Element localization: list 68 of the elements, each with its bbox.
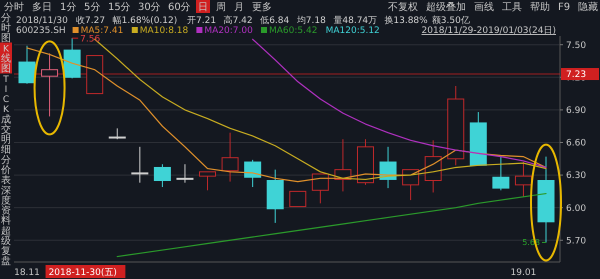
x-tick-label: 18.11 bbox=[14, 268, 40, 278]
candlestick bbox=[289, 190, 306, 208]
text: TICK bbox=[2, 75, 10, 115]
y-tick-label: 6.90 bbox=[566, 106, 586, 116]
legend-label: MA5:7.41 bbox=[80, 26, 124, 36]
text: 深度资料 bbox=[1, 184, 11, 226]
text: 画线 bbox=[474, 1, 494, 13]
annotation: 600235.SH bbox=[16, 26, 66, 36]
candlestick bbox=[424, 140, 442, 193]
text: 15分 bbox=[108, 1, 131, 13]
y-tick-label: 7.50 bbox=[566, 40, 586, 51]
text: 均7.18 bbox=[296, 15, 326, 26]
text: 量48.74万 bbox=[333, 15, 378, 26]
candlestick bbox=[492, 155, 510, 191]
text: 5分 bbox=[84, 1, 100, 13]
text: 成交明细 bbox=[1, 114, 11, 156]
y-tick-label: 6.30 bbox=[566, 171, 586, 182]
text: 30分 bbox=[138, 1, 161, 13]
text: 不复权 bbox=[388, 1, 418, 13]
line-series bbox=[252, 38, 547, 168]
annotation: 7.56 bbox=[80, 34, 100, 44]
y-tick-label: 6.00 bbox=[566, 204, 586, 214]
candlestick bbox=[154, 164, 171, 188]
candlestick bbox=[244, 159, 262, 188]
text: 1分 bbox=[60, 1, 76, 13]
text: 分价表 bbox=[0, 154, 11, 186]
text: F9 bbox=[558, 2, 570, 13]
text: K线图 bbox=[1, 44, 11, 74]
legend-label: MA10:8.18 bbox=[140, 26, 189, 36]
text: 隐藏 bbox=[578, 1, 598, 13]
x-tick-label: 19.01 bbox=[510, 268, 536, 278]
legend-label: MA20:7.00 bbox=[204, 26, 254, 36]
candlestick bbox=[18, 45, 36, 84]
text: 收7.27 bbox=[76, 15, 106, 26]
text: 换13.88% bbox=[384, 15, 428, 26]
text: 2018-11-30(五) bbox=[48, 268, 117, 278]
text: 工具 bbox=[502, 2, 522, 13]
text: 多日 bbox=[32, 1, 52, 13]
text: 高7.42 bbox=[224, 15, 253, 26]
candlestick bbox=[514, 162, 532, 198]
candlestick bbox=[176, 164, 194, 184]
text: 低6.84 bbox=[260, 15, 290, 26]
candlestick bbox=[131, 146, 148, 184]
text: 超级叠加 bbox=[426, 1, 466, 13]
text: 周 bbox=[216, 2, 226, 13]
y-tick-label: 6.60 bbox=[566, 138, 586, 149]
text: 帮助 bbox=[530, 1, 550, 13]
text: 分时图 bbox=[1, 12, 11, 44]
candlestick bbox=[199, 171, 216, 191]
text: 2018/11/30 bbox=[16, 16, 68, 26]
line-series bbox=[116, 192, 547, 258]
text: 分时 bbox=[4, 1, 24, 13]
candlestick bbox=[41, 52, 58, 117]
text: 更多 bbox=[252, 1, 272, 13]
text: 日 bbox=[198, 2, 208, 13]
y-tick-label: 5.70 bbox=[566, 236, 586, 246]
text: 开7.21 bbox=[187, 16, 216, 26]
text: 超级复盘 bbox=[1, 225, 11, 267]
legend-label: MA60:5.42 bbox=[269, 26, 318, 36]
text: 幅1.68%(0.12) bbox=[112, 15, 178, 26]
candlestick bbox=[222, 132, 239, 182]
candlestick bbox=[312, 173, 329, 204]
annotation: 2018/11/29-2019/01/03(24日) bbox=[422, 26, 556, 36]
text: 60分 bbox=[168, 1, 191, 13]
candlestick bbox=[108, 128, 126, 140]
text: 月 bbox=[234, 2, 244, 13]
annotation: MA120:5.12 bbox=[326, 26, 380, 36]
text: 额3.50亿 bbox=[432, 15, 470, 26]
